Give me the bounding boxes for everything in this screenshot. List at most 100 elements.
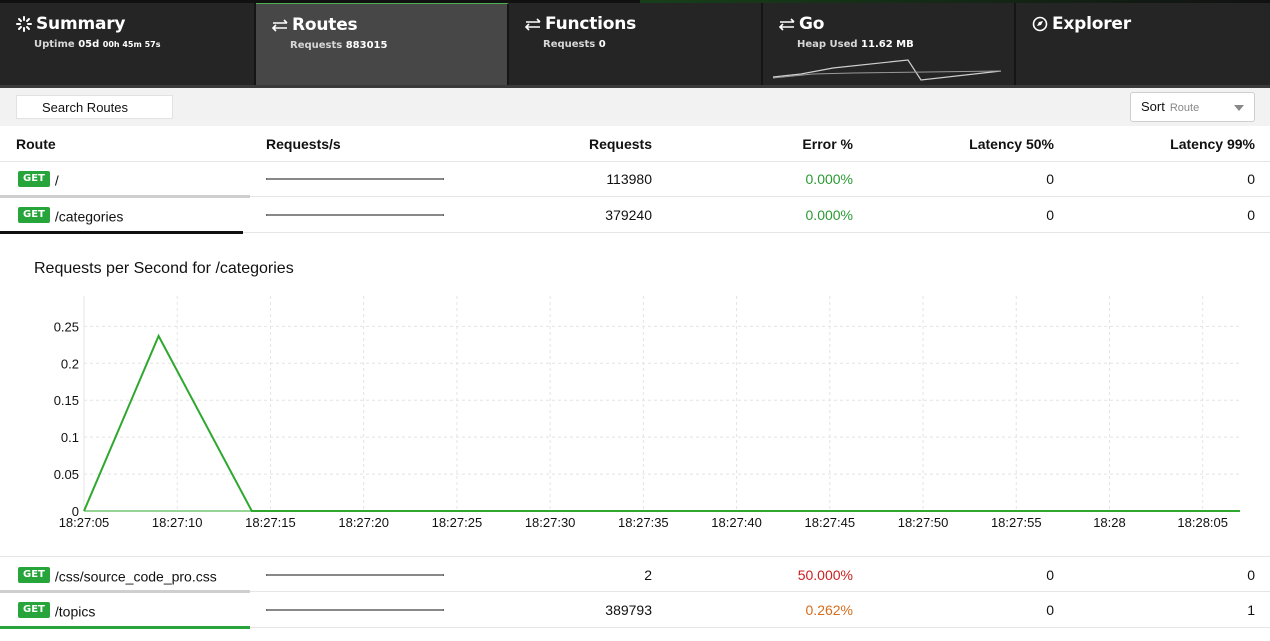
y-tick-label: 0.1 xyxy=(61,430,79,445)
exchange-icon xyxy=(524,18,541,31)
method-badge: GET xyxy=(18,602,50,619)
y-tick-label: 0 xyxy=(72,504,79,519)
topbar-accent-line xyxy=(0,0,1270,3)
sort-label: Sort xyxy=(1141,99,1165,114)
tab-routes-label: Routes xyxy=(292,15,358,35)
tab-go[interactable]: Go Heap Used 11.62 MB xyxy=(763,3,1016,85)
uptime-days: 05d xyxy=(78,39,100,50)
x-tick-label: 18:27:05 xyxy=(59,515,110,530)
route-path: /css/source_code_pro.css xyxy=(54,568,217,585)
row-progress-underline xyxy=(0,590,250,593)
table-row[interactable]: GET/categories 379240 0.000% 0 0 xyxy=(0,197,1270,234)
chart-title: Requests per Second for /categories xyxy=(34,260,294,277)
x-tick-label: 18:27:45 xyxy=(805,515,856,530)
latency-50: 0 xyxy=(1046,567,1054,583)
route-path: /categories xyxy=(54,208,124,225)
x-tick-label: 18:27:35 xyxy=(618,515,669,530)
uptime-label: Uptime xyxy=(34,39,75,50)
x-tick-label: 18:27:30 xyxy=(525,515,576,530)
tab-functions[interactable]: Functions Requests 0 xyxy=(509,3,763,85)
heap-used-value: 11.62 MB xyxy=(861,39,914,50)
error-percent: 0.000% xyxy=(805,171,853,187)
route-chart-panel: Requests per Second for /categories 18:2… xyxy=(0,234,1270,556)
x-tick-label: 18:28 xyxy=(1093,515,1126,530)
requests-sparkline xyxy=(266,574,444,576)
header-latency-99[interactable]: Latency 99% xyxy=(1170,136,1255,152)
heap-used-label: Heap Used xyxy=(797,39,858,50)
error-percent: 0.262% xyxy=(805,602,853,618)
tab-go-label: Go xyxy=(799,14,825,34)
routes-requests-value: 883015 xyxy=(345,40,388,51)
latency-99: 0 xyxy=(1247,567,1255,583)
y-tick-label: 0.25 xyxy=(54,319,79,334)
search-routes-label: Search Routes xyxy=(42,100,128,115)
tab-routes[interactable]: Routes Requests 883015 xyxy=(256,3,509,85)
x-tick-label: 18:27:40 xyxy=(711,515,762,530)
x-tick-label: 18:28:05 xyxy=(1177,515,1228,530)
requests-count: 379240 xyxy=(605,207,652,223)
tab-summary[interactable]: Summary Uptime 05d 00h 45m 57s xyxy=(0,3,256,85)
latency-50: 0 xyxy=(1046,207,1054,223)
header-error-percent[interactable]: Error % xyxy=(802,136,853,152)
requests-count: 2 xyxy=(644,567,652,583)
latency-99: 0 xyxy=(1247,207,1255,223)
requests-sparkline xyxy=(266,609,444,611)
functions-requests-value: 0 xyxy=(598,39,606,50)
error-percent: 50.000% xyxy=(797,567,853,583)
x-tick-label: 18:27:50 xyxy=(898,515,949,530)
requests-per-second-chart: 18:27:05 18:27:10 18:27:15 18:27:20 18:27:25… xyxy=(54,296,1240,530)
table-row[interactable]: GET/css/source_code_pro.css 2 50.000% 0 … xyxy=(0,556,1270,593)
sort-dropdown[interactable]: Sort Route xyxy=(1130,92,1255,122)
toolbar: Search Routes Sort Route xyxy=(0,88,1270,126)
top-navigation: Summary Uptime 05d 00h 45m 57s Routes Re… xyxy=(0,0,1270,88)
latency-99: 0 xyxy=(1247,171,1255,187)
table-row[interactable]: GET/ 113980 0.000% 0 0 xyxy=(0,161,1270,198)
requests-count: 113980 xyxy=(606,171,652,187)
heap-sparkline xyxy=(773,59,1002,81)
y-tick-label: 0.15 xyxy=(54,393,79,408)
tab-explorer[interactable]: Explorer xyxy=(1016,3,1270,85)
row-progress-underline xyxy=(0,626,250,629)
route-path: /topics xyxy=(54,603,96,620)
x-tick-label: 18:27:20 xyxy=(338,515,389,530)
functions-requests-label: Requests xyxy=(543,39,596,50)
exchange-icon xyxy=(778,18,795,31)
sort-value: Route xyxy=(1169,102,1200,114)
table-row[interactable]: GET/topics 389793 0.262% 0 1 xyxy=(0,592,1270,629)
method-badge: GET xyxy=(18,567,50,584)
search-routes-input[interactable]: Search Routes xyxy=(16,95,173,119)
y-tick-label: 0.2 xyxy=(61,356,79,371)
requests-sparkline xyxy=(266,178,444,180)
x-tick-label: 18:27:10 xyxy=(152,515,203,530)
header-route[interactable]: Route xyxy=(16,136,56,152)
compass-icon xyxy=(1032,16,1048,32)
route-path: / xyxy=(54,172,59,189)
row-progress-underline xyxy=(0,195,250,198)
row-progress-underline xyxy=(0,231,243,234)
exchange-icon xyxy=(271,19,288,32)
chevron-down-icon xyxy=(1234,105,1244,111)
error-percent: 0.000% xyxy=(805,207,853,223)
x-tick-label: 18:27:25 xyxy=(432,515,483,530)
tab-summary-label: Summary xyxy=(36,14,126,34)
x-tick-label: 18:27:15 xyxy=(245,515,296,530)
header-requests[interactable]: Requests xyxy=(588,136,652,152)
method-badge: GET xyxy=(18,171,50,188)
latency-99: 1 xyxy=(1247,602,1255,618)
y-tick-label: 0.05 xyxy=(54,467,79,482)
x-tick-label: 18:27:55 xyxy=(991,515,1042,530)
tab-functions-label: Functions xyxy=(545,14,637,34)
requests-count: 389793 xyxy=(605,602,652,618)
routes-requests-label: Requests xyxy=(290,40,343,51)
latency-50: 0 xyxy=(1046,602,1054,618)
table-header: Route Requests/s Requests Error % Latenc… xyxy=(0,126,1270,162)
requests-sparkline xyxy=(266,214,444,216)
method-badge: GET xyxy=(18,207,50,224)
header-latency-50[interactable]: Latency 50% xyxy=(969,136,1054,152)
uptime-time: 00h 45m 57s xyxy=(102,40,161,49)
latency-50: 0 xyxy=(1046,171,1054,187)
header-requests-per-second[interactable]: Requests/s xyxy=(266,136,341,152)
loading-icon xyxy=(16,16,32,32)
series-line xyxy=(83,333,1240,512)
tab-explorer-label: Explorer xyxy=(1052,14,1131,34)
